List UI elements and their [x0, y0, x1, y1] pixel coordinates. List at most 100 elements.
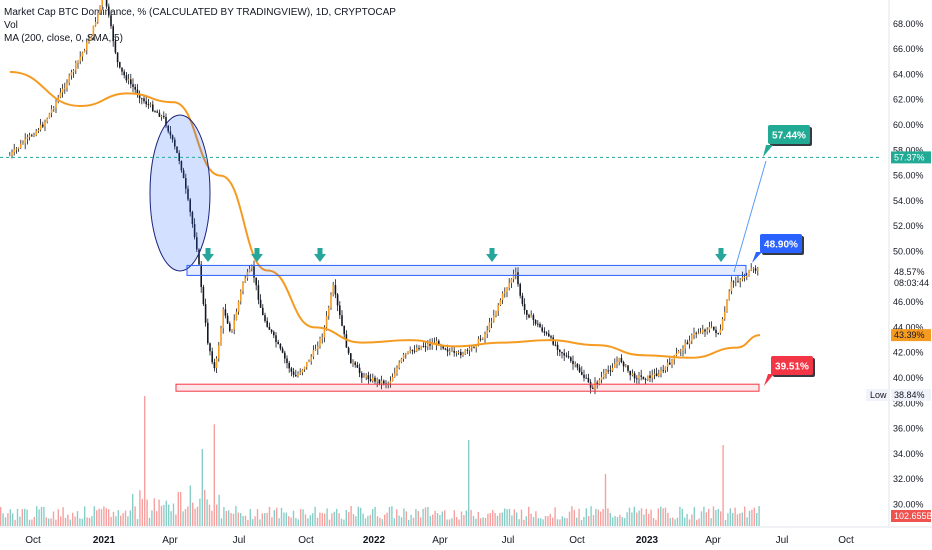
- volume-legend[interactable]: Vol: [4, 20, 18, 31]
- volume-bar: [24, 508, 26, 526]
- candle-body: [548, 333, 550, 337]
- candle-body: [449, 351, 451, 352]
- candle-body: [231, 329, 233, 331]
- volume-bar: [758, 506, 760, 526]
- arrow-shaft: [205, 248, 211, 255]
- volume-bar: [633, 506, 635, 526]
- volume-bar: [523, 519, 525, 526]
- volume-bar: [684, 517, 686, 526]
- volume-bar: [158, 499, 160, 526]
- target-label: 57.44%: [768, 125, 812, 146]
- volume-bar: [487, 513, 489, 526]
- candle-body: [343, 325, 345, 335]
- volume-bar: [180, 492, 182, 526]
- volume-bar: [746, 517, 748, 526]
- volume-bar: [456, 517, 458, 526]
- candle-body: [647, 375, 649, 381]
- volume-bar: [729, 508, 731, 526]
- volume-bar: [496, 515, 499, 526]
- candle-body: [312, 350, 315, 357]
- candle-body: [187, 188, 189, 200]
- time-tick-label: Oct: [298, 535, 314, 546]
- candle-body: [145, 101, 147, 105]
- candle-body: [732, 281, 735, 283]
- volume-bar: [50, 518, 52, 526]
- candle-body: [26, 137, 29, 139]
- candle-body: [314, 349, 317, 350]
- candle-body: [264, 315, 266, 321]
- candle-body: [611, 367, 614, 371]
- volume-bar: [655, 519, 657, 526]
- candle-body: [255, 277, 257, 286]
- volume-bar: [129, 510, 131, 526]
- candle-body: [319, 338, 321, 347]
- candle-body: [537, 323, 539, 325]
- candle-body: [292, 371, 295, 375]
- volume-bar: [252, 519, 254, 526]
- target-label-text: 57.44%: [772, 131, 806, 142]
- volume-bar: [484, 517, 487, 526]
- volume-bar: [117, 510, 119, 526]
- volume-bar: [427, 507, 429, 526]
- candle-body: [229, 323, 231, 331]
- candle-body: [31, 135, 33, 137]
- volume-bar: [386, 512, 388, 526]
- volume-bar: [357, 506, 359, 526]
- volume-price-tag-box: [891, 510, 931, 522]
- candle-body: [132, 84, 134, 87]
- candle-body: [523, 303, 526, 311]
- symbol-title[interactable]: Market Cap BTC Dominance, % (CALCULATED …: [4, 7, 396, 18]
- volume-bar: [206, 499, 208, 526]
- candle-body: [710, 326, 713, 328]
- candle-body: [724, 312, 726, 320]
- candle-body: [169, 131, 172, 136]
- volume-bar: [62, 507, 64, 526]
- volume-bar: [494, 512, 496, 526]
- volume-bar: [652, 518, 655, 526]
- candle-body: [262, 307, 264, 315]
- volume-bar: [708, 508, 710, 526]
- candle-body: [83, 50, 86, 53]
- candle-body: [638, 375, 640, 379]
- candle-body: [493, 315, 495, 322]
- volume-bar: [669, 518, 671, 526]
- ma-legend[interactable]: MA (200, close, 0, SMA, 5): [4, 33, 123, 44]
- candle-body: [275, 335, 277, 342]
- candle-body: [336, 294, 339, 306]
- ma-price-tag: 43.39%: [891, 329, 931, 342]
- candle-body: [310, 356, 312, 362]
- candle-body: [508, 282, 510, 288]
- candle-body: [204, 304, 207, 323]
- volume-bar: [451, 518, 453, 526]
- volume-bar: [21, 509, 23, 526]
- volume-bar: [242, 516, 244, 526]
- volume-bar: [38, 509, 40, 526]
- volume-bar: [343, 519, 345, 526]
- candle-body: [35, 131, 37, 136]
- time-tick-label: Apr: [162, 535, 178, 546]
- current-price-tag-box: [891, 264, 931, 288]
- candle-body: [180, 161, 183, 171]
- volume-bar: [667, 512, 669, 526]
- volume-bar: [540, 518, 542, 526]
- candle-body: [163, 115, 165, 118]
- candle-body: [325, 315, 328, 328]
- candle-body: [48, 113, 51, 119]
- candle-body: [15, 148, 18, 150]
- candle-body: [303, 367, 306, 370]
- volume-bar: [244, 515, 247, 526]
- candle-body: [68, 75, 70, 84]
- volume-bar: [43, 506, 45, 526]
- down-arrow-icon: [314, 248, 326, 262]
- volume-bar: [398, 515, 400, 526]
- price-axis[interactable]: 68.00% 66.00% 64.00% 62.00% 60.00% 58.00% 56.0…: [866, 0, 932, 526]
- candle-body: [642, 376, 645, 380]
- volume-bar: [660, 506, 662, 526]
- candle-body: [649, 375, 651, 378]
- time-axis[interactable]: Oct 2021 Apr Jul Oct 2022 Apr Jul Oct 2023 Apr Jul O…: [0, 526, 932, 546]
- volume-bar: [120, 515, 122, 526]
- candle-body: [609, 370, 612, 372]
- candle-body: [484, 334, 486, 339]
- volume-bar: [91, 516, 93, 526]
